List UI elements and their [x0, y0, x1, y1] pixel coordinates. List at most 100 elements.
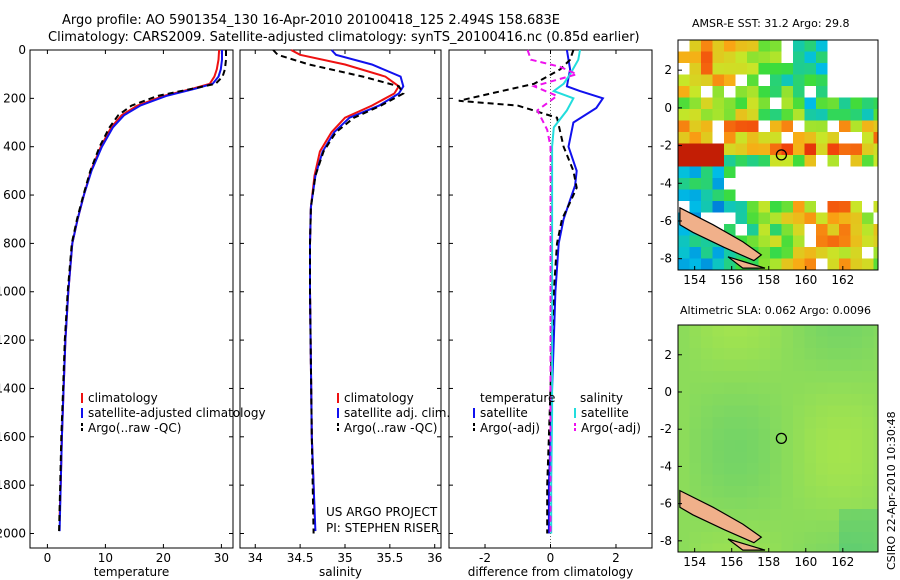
map-cell [804, 543, 816, 552]
y-tick-label: 600 [3, 188, 26, 202]
map-cell [735, 325, 747, 337]
map-cell [758, 325, 770, 337]
map-cell [862, 405, 874, 417]
map-cell [781, 224, 793, 236]
map-cell [712, 359, 724, 371]
map-cell [793, 325, 805, 337]
map-cell [862, 359, 874, 371]
map-cell [747, 51, 759, 63]
map-cell [689, 51, 701, 63]
legend-label: Argo(-adj) [480, 421, 540, 435]
map-cell [689, 109, 701, 121]
map-cell [804, 325, 816, 337]
map-cell [735, 440, 747, 452]
map-cell [793, 74, 805, 86]
map-cell [689, 543, 701, 552]
map-cell [724, 325, 736, 337]
x-tick-label: 156 [720, 273, 743, 287]
x-tick-label: 2 [612, 551, 620, 565]
map-cell [758, 86, 770, 98]
map-cell [862, 132, 874, 144]
map-cell [781, 371, 793, 383]
map-cell [781, 212, 793, 224]
map-cell [827, 509, 839, 521]
map-cell [747, 394, 759, 406]
series-line [550, 49, 581, 534]
map-cell [862, 382, 874, 394]
map-cell [712, 178, 724, 190]
map-cell [724, 201, 736, 213]
panel-2-frame [239, 49, 442, 549]
map-cell [758, 520, 770, 532]
map-cell [747, 440, 759, 452]
map-cell [816, 132, 828, 144]
map-cell [678, 382, 690, 394]
map-cell [816, 382, 828, 394]
map-cell [747, 486, 759, 498]
map-cell [735, 51, 747, 63]
map-cell [862, 509, 874, 521]
map-cell [804, 258, 816, 270]
legend-label: Argo(..raw -QC) [88, 421, 181, 435]
map-cell [701, 155, 713, 167]
map-cell [781, 143, 793, 155]
map-cell [804, 532, 816, 544]
map-cell [793, 394, 805, 406]
map-cell [747, 63, 759, 75]
map-cell [678, 97, 690, 109]
map-cell [827, 440, 839, 452]
map-cell [804, 440, 816, 452]
map-cell [735, 63, 747, 75]
map-cell [781, 155, 793, 167]
map-cell [747, 212, 759, 224]
y-tick-label: 2000 [0, 526, 26, 540]
map-cell [678, 520, 690, 532]
map-cell [793, 359, 805, 371]
map-cell [862, 417, 874, 429]
map-cell [770, 394, 782, 406]
map-cell [770, 532, 782, 544]
map-cell [712, 201, 724, 213]
map-cell [747, 463, 759, 475]
map-cell [770, 417, 782, 429]
map-cell [862, 463, 874, 475]
map-cell [827, 486, 839, 498]
map-cell [770, 74, 782, 86]
map-frame [677, 324, 879, 553]
series-line [272, 49, 405, 534]
map-cell [793, 212, 805, 224]
map-cell [712, 417, 724, 429]
map-cell [850, 155, 862, 167]
map-cell [804, 371, 816, 383]
map-cell [804, 247, 816, 259]
map-cell [770, 51, 782, 63]
map-cell [873, 235, 878, 247]
map-cell [839, 325, 851, 337]
map-cell [839, 509, 851, 521]
map-cell [816, 235, 828, 247]
map-cell [804, 212, 816, 224]
map-cell [850, 474, 862, 486]
y-tick-label: 2 [664, 348, 672, 362]
map-cell [747, 201, 759, 213]
map-cell [689, 463, 701, 475]
map-cell [678, 336, 690, 348]
map-cell [758, 428, 770, 440]
map-cell [873, 440, 878, 452]
sst-map-title: AMSR-E SST: 31.2 Argo: 29.8 [692, 17, 850, 30]
x-tick-label: 35.5 [376, 551, 403, 565]
map-cell [678, 486, 690, 498]
map-cell [862, 109, 874, 121]
map-cell [689, 247, 701, 259]
map-cell [724, 394, 736, 406]
map-cell [827, 155, 839, 167]
map-cell [735, 109, 747, 121]
map-cell [850, 417, 862, 429]
map-cell [712, 336, 724, 348]
map-cell [701, 40, 713, 52]
map-cell [747, 155, 759, 167]
map-cell [770, 40, 782, 52]
map-cell [689, 359, 701, 371]
map-cell [689, 86, 701, 98]
